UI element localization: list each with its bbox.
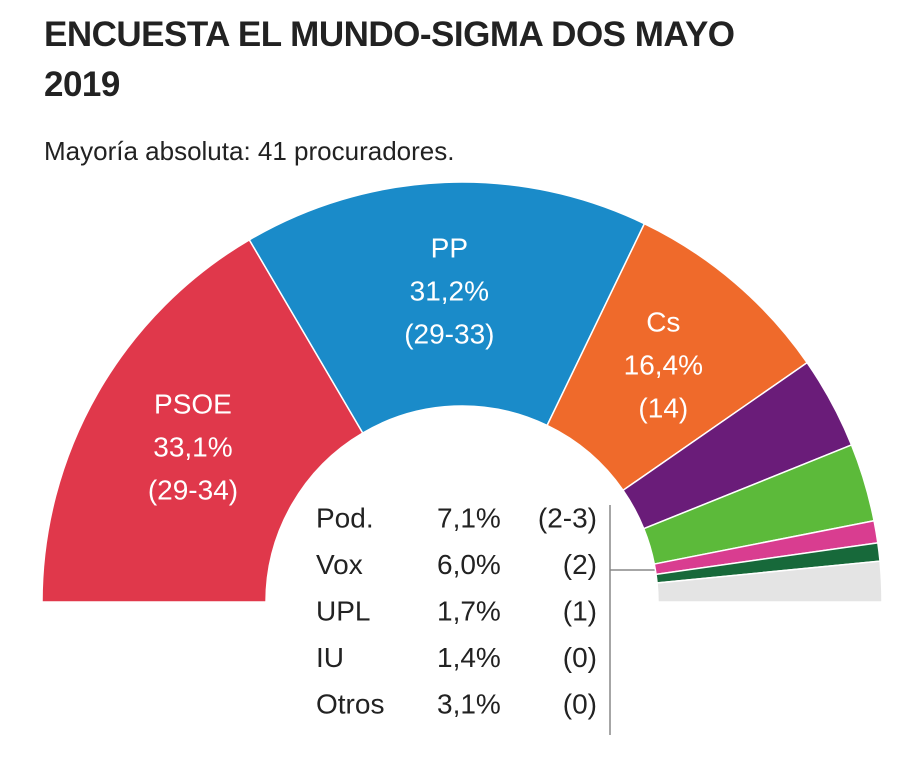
slice-label: 31,2% — [410, 276, 489, 307]
table-value: 3,1% — [437, 688, 501, 719]
table-name: Pod. — [316, 502, 374, 533]
table-value: 7,1% — [437, 502, 501, 533]
slice — [248, 181, 646, 435]
slice-label: (14) — [638, 393, 688, 424]
slice — [41, 238, 364, 603]
slice-label: 33,1% — [153, 431, 232, 462]
table-value: 1,7% — [437, 595, 501, 626]
table-value: 1,4% — [437, 642, 501, 673]
table-seats: (2) — [563, 549, 597, 580]
table-name: Otros — [316, 688, 384, 719]
slice-label: Cs — [646, 307, 680, 338]
table-seats: (2-3) — [538, 502, 597, 533]
slice — [656, 560, 883, 603]
table-seats: (0) — [563, 642, 597, 673]
table-name: Vox — [316, 549, 363, 580]
slice-label: (29-34) — [148, 474, 238, 505]
chart-title: ENCUESTA EL MUNDO-SIGMA DOS MAYO 2019 — [44, 15, 735, 104]
slice-label: PP — [431, 233, 468, 264]
table-seats: (0) — [563, 688, 597, 719]
table-value: 6,0% — [437, 549, 501, 580]
chart-subtitle: Mayoría absoluta: 41 procuradores. — [44, 136, 455, 166]
table-seats: (1) — [563, 595, 597, 626]
table-name: UPL — [316, 595, 370, 626]
slice-label: 16,4% — [624, 350, 703, 381]
slice-label: (29-33) — [404, 319, 494, 350]
table-name: IU — [316, 642, 344, 673]
slice-label: PSOE — [154, 388, 232, 419]
